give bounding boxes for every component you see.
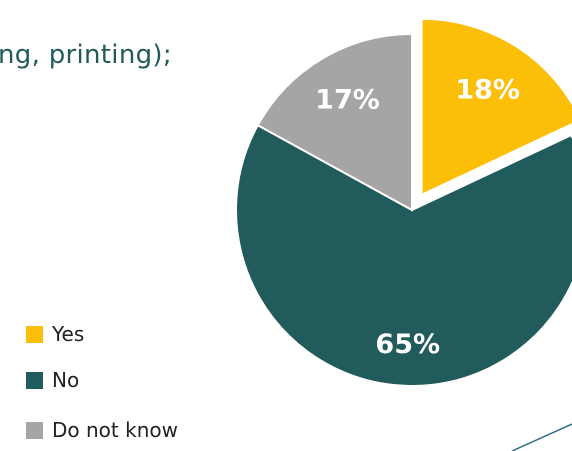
legend-label-no: No (52, 368, 80, 392)
pie-slice-do-not-know (256, 32, 413, 212)
legend-swatch-no (26, 371, 43, 389)
legend-label-do-not-know: Do not know (52, 418, 178, 442)
data-label-do-not-know: 17% (315, 84, 380, 115)
legend-label-yes: Yes (52, 322, 85, 346)
legend-swatch-do-not-know (26, 421, 43, 439)
data-label-yes: 18% (455, 74, 520, 105)
legend-item-yes: Yes (26, 322, 84, 346)
legend-item-no: No (26, 368, 79, 392)
legend-item-do-not-know: Do not know (26, 418, 178, 442)
body-text-fragment: ng, printing); (0, 40, 172, 70)
pie-data-labels: 18% 65% 17% (315, 74, 520, 360)
legend-swatch-yes (26, 325, 43, 343)
pie-slice-no (235, 123, 572, 387)
data-label-no: 65% (375, 329, 440, 360)
decorative-line (511, 423, 572, 451)
